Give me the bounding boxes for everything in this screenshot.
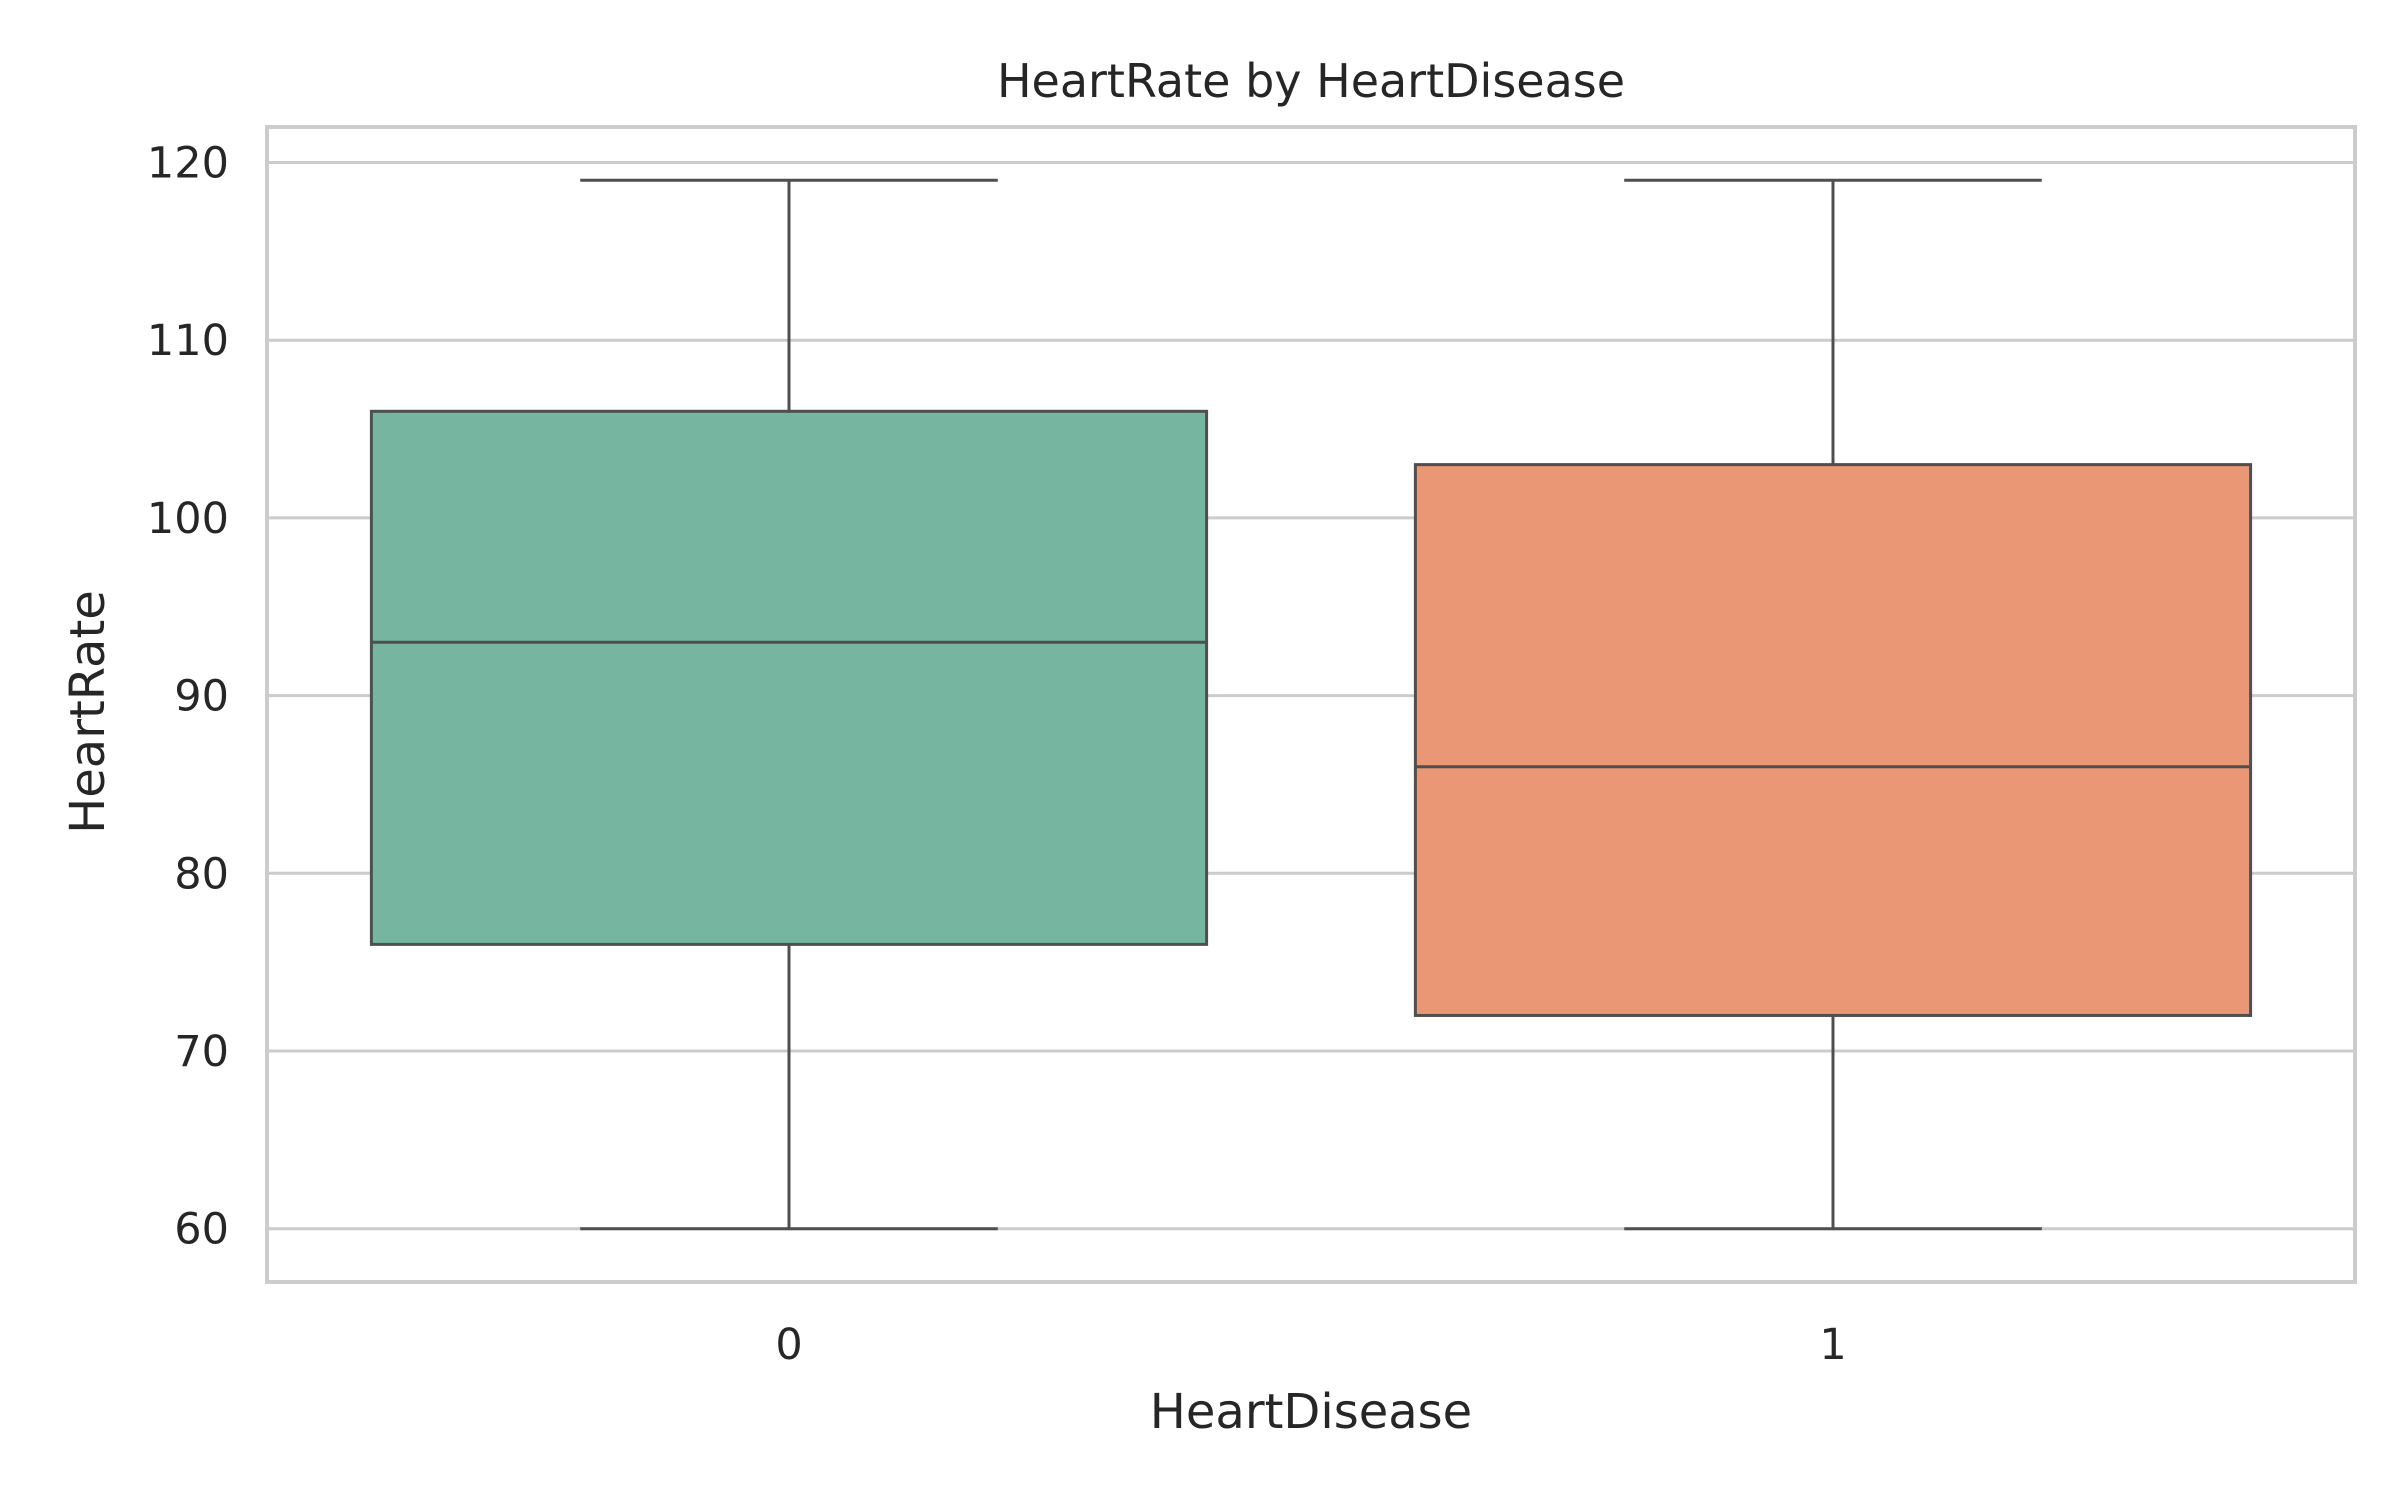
plot-frame bbox=[265, 125, 2357, 1284]
y-tick-label-80: 80 bbox=[174, 849, 229, 899]
box-1 bbox=[1413, 463, 2253, 1017]
y-tick-label-120: 120 bbox=[147, 139, 229, 189]
y-tick-label-90: 90 bbox=[174, 672, 229, 722]
x-tick-label-0: 0 bbox=[775, 1320, 802, 1370]
y-axis-label: HeartRate bbox=[60, 590, 116, 834]
y-tick-label-60: 60 bbox=[174, 1205, 229, 1255]
box-0 bbox=[369, 409, 1209, 946]
y-tick-labels: 60 70 80 90 100 110 120 bbox=[147, 139, 229, 1255]
chart-title: HeartRate by HeartDisease bbox=[997, 54, 1625, 108]
box-group-0 bbox=[369, 178, 1209, 1231]
y-tick-label-100: 100 bbox=[147, 494, 229, 544]
box-group-1 bbox=[1413, 178, 2253, 1231]
y-tick-label-70: 70 bbox=[174, 1027, 229, 1077]
y-tick-label-110: 110 bbox=[147, 316, 229, 366]
boxes bbox=[369, 178, 2253, 1231]
x-tick-label-1: 1 bbox=[1819, 1320, 1846, 1370]
x-axis-label: HeartDisease bbox=[1150, 1384, 1472, 1440]
